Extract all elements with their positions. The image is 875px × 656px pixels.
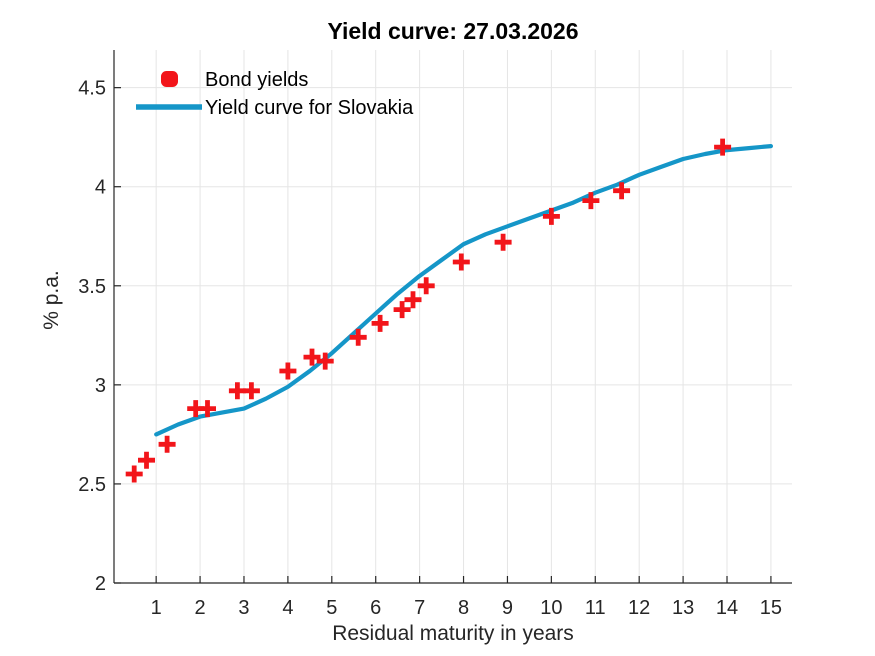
bond-yield-plus-marker-icon <box>417 277 435 295</box>
bond-yield-plus-marker-icon <box>452 253 470 271</box>
bond-yield-plus-marker-icon <box>714 138 732 156</box>
x-tick-label: 11 <box>585 597 606 619</box>
legend-label-bond-yields: Bond yields <box>205 69 308 91</box>
bond-yield-plus-marker-icon <box>242 382 260 400</box>
gridlines <box>114 50 792 584</box>
y-tick-label: 2 <box>95 573 106 595</box>
legend-label-yield-curve: Yield curve for Slovakia <box>205 97 414 119</box>
y-tick-label: 4 <box>95 177 106 199</box>
bond-yield-plus-marker-icon <box>199 400 216 418</box>
y-tick-label: 2.5 <box>78 474 106 496</box>
bond-yield-plus-marker-icon <box>613 182 631 200</box>
x-tick-label: 8 <box>458 597 469 619</box>
x-tick-label: 12 <box>628 597 650 619</box>
bond-yield-plus-marker-icon <box>582 192 600 210</box>
legend-bond-yields-marker-icon <box>161 71 178 87</box>
x-tick-label: 4 <box>282 597 293 619</box>
bond-yield-plus-marker-icon <box>279 362 297 380</box>
x-tick-label: 6 <box>370 597 381 619</box>
bond-yield-plus-marker-icon <box>404 291 422 309</box>
axes <box>113 50 792 584</box>
yield-curve-line <box>154 144 774 437</box>
bond-yield-plus-marker-icon <box>393 301 411 319</box>
x-tick-label: 5 <box>326 597 337 619</box>
bond-yield-plus-marker-icon <box>349 328 367 346</box>
x-tick-label: 14 <box>716 597 738 619</box>
bond-yield-plus-marker-icon <box>125 465 143 483</box>
y-tick-label: 3.5 <box>78 276 106 298</box>
x-tick-label: 15 <box>760 597 782 619</box>
x-tick-label: 3 <box>238 597 249 619</box>
x-tick-label: 7 <box>414 597 425 619</box>
x-tick-label: 1 <box>151 597 162 619</box>
x-tick-label: 10 <box>540 597 562 619</box>
bond-yield-plus-marker-icon <box>316 352 334 370</box>
legend: Bond yields Yield curve for Slovakia <box>136 69 414 119</box>
x-tick-label: 13 <box>672 597 694 619</box>
y-tick-label: 4.5 <box>78 78 106 100</box>
y-tick-label: 3 <box>95 375 106 397</box>
bond-yield-plus-marker-icon <box>371 314 389 332</box>
x-tick-label: 2 <box>195 597 206 619</box>
bond-yield-markers <box>125 138 732 483</box>
bond-yield-plus-marker-icon <box>303 348 321 366</box>
y-axis-label: % p.a. <box>40 270 63 330</box>
bond-yield-plus-marker-icon <box>158 435 176 453</box>
chart-title: Yield curve: 27.03.2026 <box>327 18 578 44</box>
bond-yield-plus-marker-icon <box>494 233 512 251</box>
bond-yield-plus-marker-icon <box>138 451 155 469</box>
x-tick-label: 9 <box>502 597 513 619</box>
bond-yield-plus-marker-icon <box>542 207 560 225</box>
x-axis-label: Residual maturity in years <box>332 622 574 645</box>
